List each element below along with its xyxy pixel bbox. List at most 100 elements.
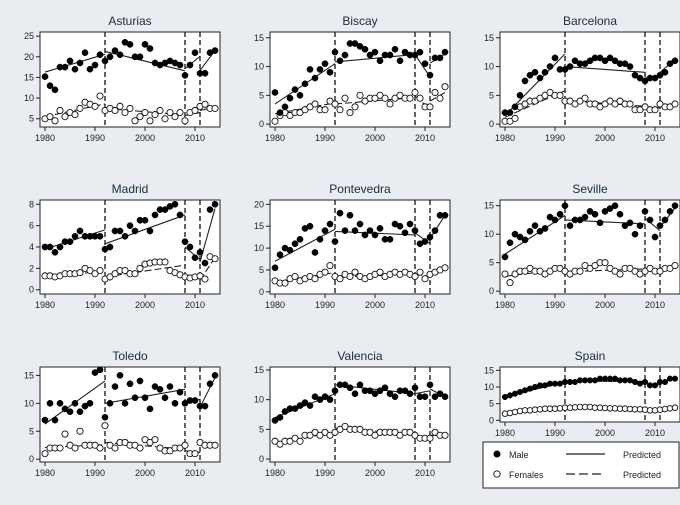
female-point [272,118,278,124]
female-point [292,273,298,279]
legend-female-label: Females [509,470,544,480]
x-tick-label: 1980 [35,133,55,143]
y-tick-label: 20 [254,199,264,209]
female-point [322,269,328,275]
female-point [672,405,678,411]
y-tick-label: 0 [29,454,34,464]
y-tick-label: 10 [484,229,494,239]
male-point [57,244,63,250]
x-tick-label: 2000 [595,300,615,310]
x-tick-label: 1980 [265,300,285,310]
x-tick-label: 2010 [185,133,205,143]
male-point [442,394,448,400]
male-point [352,228,358,234]
y-tick-label: 15 [484,365,494,375]
x-tick-label: 2000 [365,300,385,310]
female-point [57,445,63,451]
x-tick-label: 2010 [415,468,435,478]
male-point [412,385,418,391]
male-point [337,58,343,64]
male-point [117,52,123,58]
panel-title: Pontevedra [329,182,391,196]
male-point [557,211,563,217]
male-point [422,238,428,244]
male-point [392,46,398,52]
male-point [117,372,123,378]
male-point [332,238,338,244]
female-point [72,445,78,451]
female-point [202,276,208,282]
male-point [277,110,283,116]
male-point [197,249,203,255]
male-point [42,417,48,423]
male-point [157,386,163,392]
female-point [157,107,163,113]
male-point [107,244,113,250]
legend-box [483,442,679,488]
female-point [92,103,98,109]
x-tick-label: 2000 [135,133,155,143]
male-point [187,62,193,68]
male-point [147,228,153,234]
male-point [212,47,218,53]
male-point [152,212,158,218]
male-point [342,228,348,234]
y-tick-label: 5 [259,265,264,275]
y-tick-label: 5 [489,258,494,268]
y-tick-label: 0 [29,285,34,295]
male-point [207,381,213,387]
male-point [442,49,448,55]
male-point [662,379,668,385]
legend-male-label: Male [509,450,529,460]
legend-predicted-solid-label: Predicted [623,450,661,460]
male-point [592,378,598,384]
male-point [357,221,363,227]
male-point [307,66,313,72]
male-point [72,66,78,72]
male-point [362,46,368,52]
male-point [112,47,118,53]
plot-area [500,367,680,422]
male-point [307,402,313,408]
x-tick-label: 1980 [495,428,515,438]
y-tick-label: 0 [259,119,264,129]
male-point [117,228,123,234]
x-tick-label: 1990 [545,428,565,438]
male-point [137,378,143,384]
male-point [442,212,448,218]
male-point [212,201,218,207]
x-tick-label: 2010 [645,300,665,310]
male-point [277,252,283,258]
male-point [422,61,428,67]
male-point [407,391,413,397]
male-point [667,208,673,214]
y-tick-label: 5 [259,90,264,100]
male-point [327,221,333,227]
female-point [102,423,108,429]
male-point [97,367,103,373]
male-point [67,239,73,245]
male-point [47,400,53,406]
female-point [652,107,658,113]
male-point [327,397,333,403]
male-point [512,391,518,397]
male-point [192,255,198,261]
male-point [47,244,53,250]
male-point [307,223,313,229]
female-point [212,256,218,262]
male-point [202,260,208,266]
male-point [72,233,78,239]
x-tick-label: 1990 [315,468,335,478]
female-point [312,101,318,107]
female-point [212,105,218,111]
male-point [627,63,633,69]
male-point [502,394,508,400]
male-point [187,244,193,250]
male-point [107,400,113,406]
female-point [442,432,448,438]
male-point [57,400,63,406]
x-tick-label: 2010 [185,468,205,478]
x-tick-label: 1990 [85,468,105,478]
